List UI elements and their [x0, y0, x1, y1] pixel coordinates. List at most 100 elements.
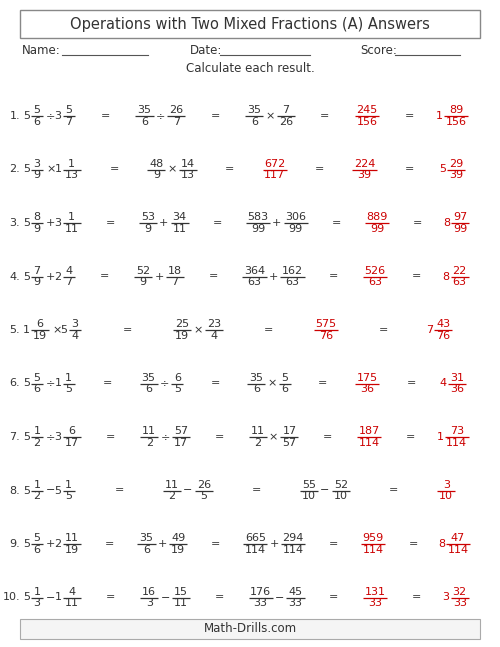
Text: 63: 63	[248, 277, 262, 287]
Text: 97: 97	[454, 212, 468, 223]
Text: 5: 5	[200, 491, 207, 501]
Text: 25: 25	[175, 320, 189, 329]
Text: ÷: ÷	[160, 432, 170, 442]
Text: 1: 1	[23, 325, 30, 335]
Text: +: +	[159, 218, 168, 228]
Text: 2: 2	[54, 539, 62, 549]
Text: 6: 6	[253, 384, 260, 394]
Text: +: +	[272, 218, 281, 228]
Text: 3: 3	[34, 598, 40, 608]
Text: 5: 5	[23, 593, 30, 602]
Text: 63: 63	[368, 277, 382, 287]
Text: =: =	[106, 593, 116, 602]
Text: =: =	[252, 485, 261, 496]
Text: ×: ×	[193, 325, 202, 335]
Text: 5: 5	[23, 378, 30, 388]
Text: ÷: ÷	[156, 111, 165, 121]
Text: 3: 3	[71, 320, 78, 329]
Text: =: =	[225, 164, 234, 175]
Text: +: +	[154, 272, 164, 281]
Text: 33: 33	[288, 598, 302, 608]
Text: 36: 36	[450, 384, 464, 394]
Text: 26: 26	[169, 105, 184, 115]
Text: 13: 13	[181, 170, 195, 180]
Text: 3: 3	[442, 593, 450, 602]
Text: +: +	[46, 272, 56, 281]
Text: 2: 2	[34, 491, 40, 501]
Text: 7: 7	[282, 105, 290, 115]
Text: =: =	[320, 111, 330, 121]
Text: 23: 23	[206, 320, 221, 329]
Text: 175: 175	[356, 373, 378, 383]
Text: 8: 8	[34, 212, 40, 223]
Text: 5: 5	[60, 325, 68, 335]
Text: 5: 5	[54, 485, 62, 496]
Text: ÷: ÷	[46, 432, 56, 442]
Text: 15: 15	[174, 587, 188, 597]
Text: 3: 3	[54, 218, 62, 228]
Text: 35: 35	[140, 533, 153, 543]
Text: ×: ×	[52, 325, 62, 335]
Text: 3: 3	[34, 159, 40, 169]
Text: =: =	[329, 593, 338, 602]
Text: 5: 5	[282, 373, 288, 383]
Text: 53: 53	[141, 212, 155, 223]
Text: 5: 5	[65, 105, 72, 115]
Text: 76: 76	[319, 331, 333, 341]
Text: 11: 11	[64, 598, 78, 608]
Text: 63: 63	[286, 277, 300, 287]
Text: 17: 17	[174, 437, 188, 448]
Text: 10.: 10.	[2, 593, 20, 602]
Text: 7: 7	[34, 266, 40, 276]
Text: 11: 11	[174, 598, 188, 608]
Text: 11: 11	[165, 480, 179, 490]
Text: 224: 224	[354, 159, 375, 169]
Text: 8: 8	[442, 272, 450, 281]
Text: −: −	[320, 485, 330, 496]
FancyBboxPatch shape	[20, 619, 480, 639]
Text: ×: ×	[268, 378, 277, 388]
Text: 665: 665	[245, 533, 266, 543]
Text: =: =	[208, 272, 218, 281]
Text: 26: 26	[279, 116, 293, 127]
Text: ×: ×	[269, 432, 278, 442]
Text: 4: 4	[440, 378, 447, 388]
Text: 35: 35	[248, 105, 262, 115]
Text: 63: 63	[452, 277, 466, 287]
Text: 39: 39	[449, 170, 463, 180]
Text: 9: 9	[34, 170, 40, 180]
Text: 49: 49	[171, 533, 186, 543]
Text: +: +	[270, 539, 279, 549]
Text: 11: 11	[172, 224, 186, 234]
Text: ×: ×	[46, 164, 56, 175]
Text: 5: 5	[65, 491, 72, 501]
Text: 4: 4	[210, 331, 218, 341]
Text: 33: 33	[452, 598, 466, 608]
Text: 5: 5	[65, 384, 72, 394]
Text: 672: 672	[264, 159, 285, 169]
Text: 1: 1	[68, 212, 75, 223]
Text: 5.: 5.	[10, 325, 20, 335]
Text: =: =	[103, 378, 113, 388]
Text: =: =	[379, 325, 388, 335]
Text: =: =	[114, 485, 124, 496]
Text: 162: 162	[282, 266, 303, 276]
Text: 6: 6	[282, 384, 288, 394]
Text: 294: 294	[282, 533, 304, 543]
Text: 4: 4	[68, 587, 75, 597]
Text: 99: 99	[370, 224, 384, 234]
Text: =: =	[210, 378, 220, 388]
Text: 19: 19	[175, 331, 189, 341]
Text: 114: 114	[244, 545, 266, 554]
Text: Date:: Date:	[190, 43, 222, 56]
Text: 1: 1	[65, 373, 72, 383]
Text: 114: 114	[358, 437, 380, 448]
Text: 1: 1	[54, 593, 62, 602]
Text: 52: 52	[334, 480, 348, 490]
Text: 35: 35	[138, 105, 151, 115]
Text: 99: 99	[454, 224, 468, 234]
Text: Score:: Score:	[360, 43, 397, 56]
Text: 99: 99	[288, 224, 303, 234]
Text: −: −	[160, 593, 170, 602]
Text: Calculate each result.: Calculate each result.	[186, 61, 314, 74]
